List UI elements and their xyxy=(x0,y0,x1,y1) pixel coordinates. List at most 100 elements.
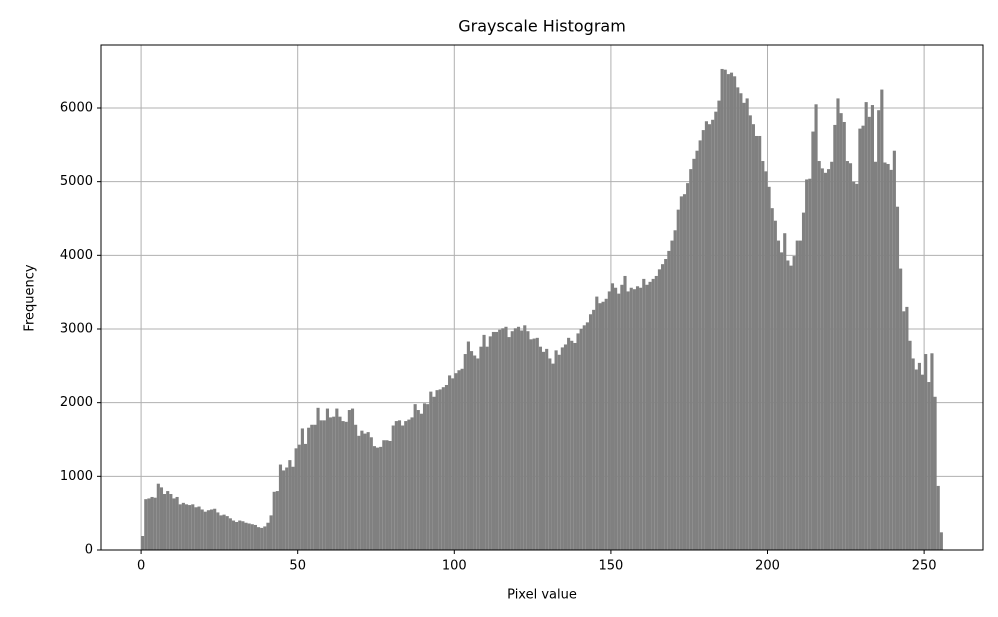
bar xyxy=(291,466,295,550)
bar xyxy=(200,509,204,550)
bar xyxy=(808,178,812,550)
bar xyxy=(175,496,179,550)
bar xyxy=(495,331,499,550)
bar xyxy=(729,72,734,550)
bar xyxy=(651,278,655,550)
bar xyxy=(792,256,796,550)
bar xyxy=(595,296,599,550)
bar xyxy=(532,338,536,550)
bar xyxy=(382,440,386,550)
bar xyxy=(313,424,317,550)
bar xyxy=(676,209,680,550)
bar xyxy=(275,491,279,550)
bar xyxy=(736,87,740,550)
bar xyxy=(742,102,746,550)
bar xyxy=(260,527,264,550)
bar xyxy=(639,287,643,550)
bar xyxy=(394,421,398,550)
bar xyxy=(867,116,871,550)
bar xyxy=(723,69,727,550)
bar xyxy=(278,464,283,550)
bar xyxy=(858,128,862,551)
bar xyxy=(388,440,392,550)
bar xyxy=(570,340,574,550)
bar xyxy=(601,301,605,550)
x-tick-label: 200 xyxy=(755,559,780,574)
bar xyxy=(864,102,868,551)
bar xyxy=(720,68,724,550)
bar xyxy=(836,98,840,551)
plot-frame xyxy=(100,44,984,551)
bar xyxy=(150,496,154,550)
bar xyxy=(469,351,474,550)
bar xyxy=(454,373,458,550)
bar xyxy=(701,130,705,550)
bar xyxy=(350,408,355,550)
bar xyxy=(241,521,245,550)
bar xyxy=(178,504,182,550)
bar xyxy=(316,407,320,550)
bar xyxy=(429,391,433,550)
axes: 0 50 100 150 200 250 0 1000 2000 3000 4000 5000 6000 xyxy=(60,44,984,574)
bar xyxy=(444,384,449,550)
bar xyxy=(197,506,201,550)
bar xyxy=(545,348,549,550)
bar xyxy=(535,337,539,550)
bar xyxy=(228,518,232,550)
bar xyxy=(733,76,737,550)
bar xyxy=(213,508,217,550)
bar xyxy=(758,135,762,551)
bar xyxy=(783,233,787,550)
bar xyxy=(567,337,571,550)
bar xyxy=(927,382,931,550)
x-tick-label: 250 xyxy=(912,559,937,574)
bar xyxy=(419,413,423,550)
bar xyxy=(902,311,906,550)
bar xyxy=(516,326,521,550)
bar xyxy=(300,428,304,550)
bar xyxy=(642,278,646,550)
bar xyxy=(686,183,690,551)
bar xyxy=(335,408,339,550)
bar xyxy=(717,100,721,550)
bar xyxy=(889,169,893,550)
y-tick-label: 4000 xyxy=(60,248,93,263)
bar xyxy=(892,150,896,550)
bar xyxy=(554,350,558,550)
bar xyxy=(780,252,784,551)
bar xyxy=(435,390,439,550)
y-tick-label: 0 xyxy=(85,543,93,558)
y-tick-label: 2000 xyxy=(60,395,93,410)
bar xyxy=(272,491,276,550)
bar xyxy=(441,387,445,550)
bar xyxy=(269,515,273,550)
bar xyxy=(670,240,674,550)
bar xyxy=(438,389,442,550)
bar xyxy=(560,347,564,550)
x-tick-label: 0 xyxy=(137,559,145,574)
bar xyxy=(682,194,687,550)
bar xyxy=(557,354,561,550)
bar xyxy=(708,124,712,550)
bar xyxy=(542,351,546,550)
bar xyxy=(247,523,251,550)
bar xyxy=(188,505,192,550)
bar xyxy=(874,161,878,550)
bar xyxy=(285,467,289,550)
bar xyxy=(704,121,709,551)
bar xyxy=(648,281,652,550)
bar xyxy=(661,264,665,550)
bar xyxy=(194,507,198,550)
bar xyxy=(795,240,799,550)
bar xyxy=(169,494,173,550)
bar xyxy=(466,341,470,550)
bar xyxy=(801,212,806,550)
bar xyxy=(623,275,627,550)
y-tick-label: 3000 xyxy=(60,321,93,336)
bar xyxy=(773,220,777,550)
bar xyxy=(845,161,849,550)
bar xyxy=(166,491,170,550)
bar xyxy=(482,334,486,550)
bar xyxy=(767,186,771,550)
bar xyxy=(576,333,580,550)
